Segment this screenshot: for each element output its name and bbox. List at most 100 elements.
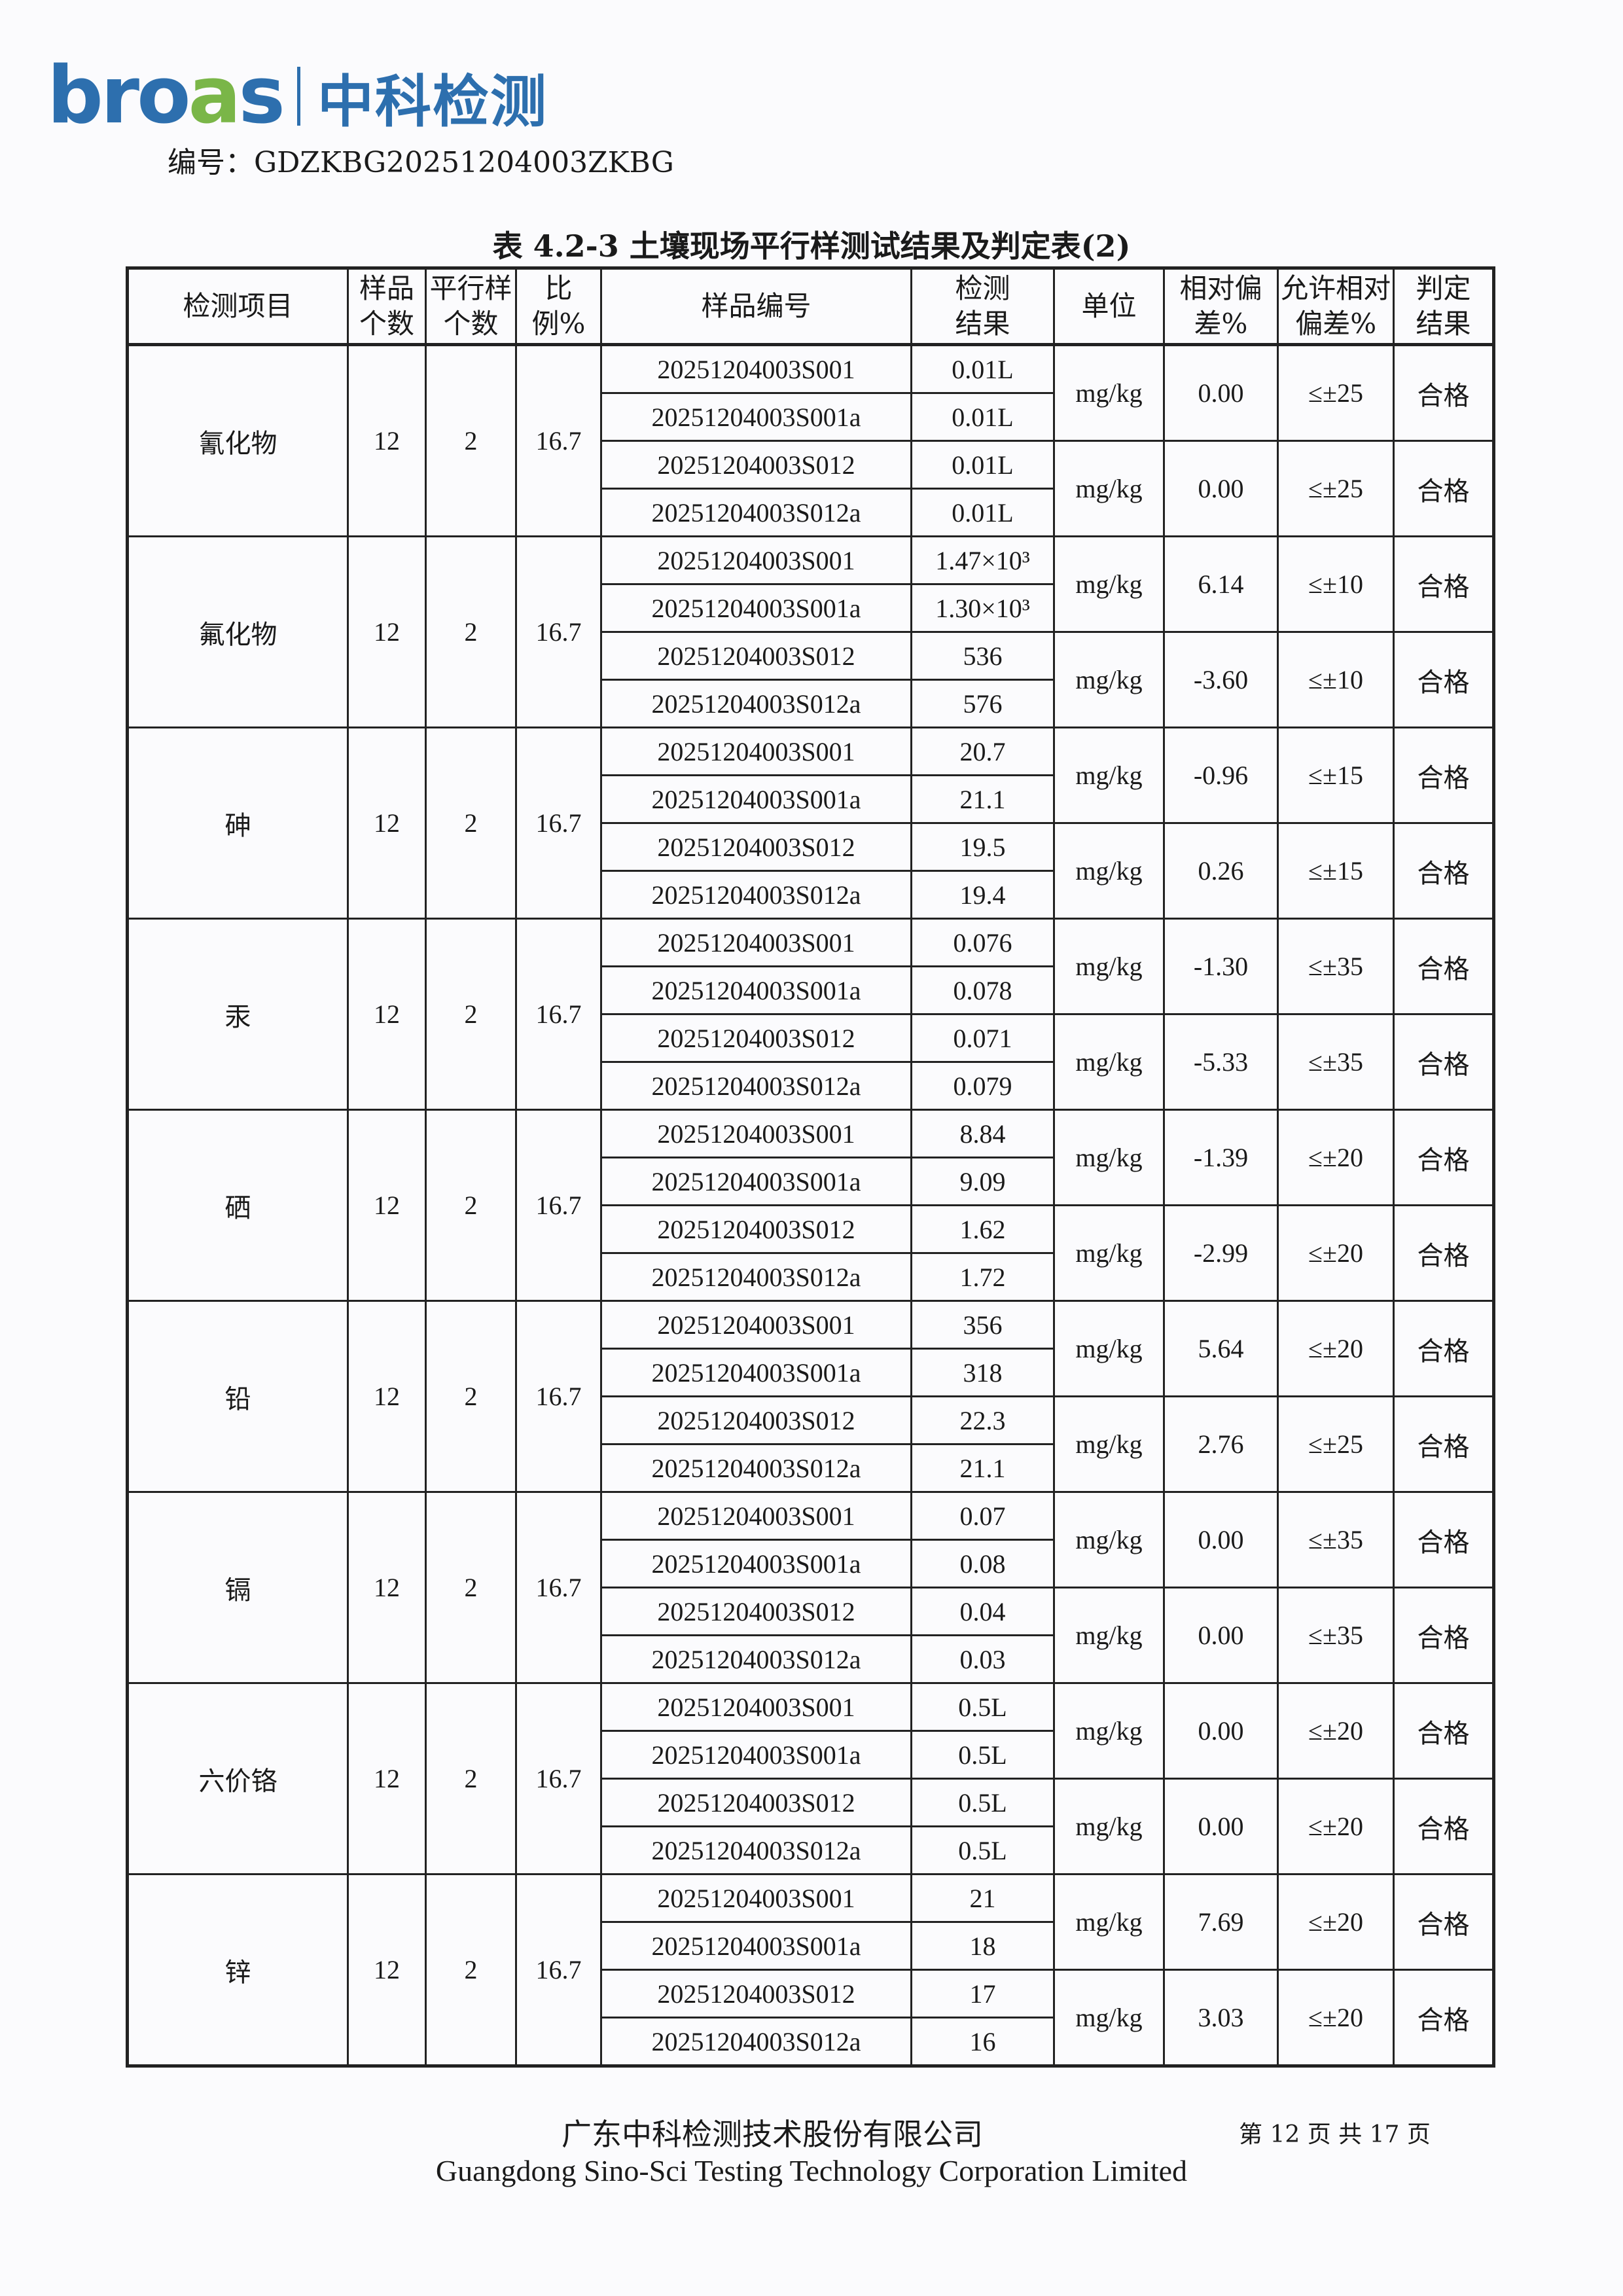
test-item: 砷 (126, 726, 349, 920)
sample-id: 20251204003S012a (600, 1443, 912, 1493)
test-result: 19.5 (910, 822, 1055, 872)
sample-id: 20251204003S001a (600, 1921, 912, 1971)
judgement: 合格 (1393, 1109, 1495, 1206)
ratio: 16.7 (515, 1491, 602, 1684)
relative-deviation: 0.00 (1163, 344, 1279, 442)
judgement: 合格 (1393, 1587, 1495, 1684)
judgement: 合格 (1393, 1682, 1495, 1780)
results-table: 检测项目 样品个数 平行样个数 比例% 样品编号 检测结果 单位 相对偏差% 允许相对偏差% 判定… (126, 266, 1495, 2068)
parallel-count: 2 (425, 1682, 517, 1875)
test-item: 六价铬 (126, 1682, 349, 1875)
parallel-count: 2 (425, 1873, 517, 2067)
table-row: 20251204003S012 22.3 mg/kg 2.76 ≤±25 合格 (128, 1395, 1495, 1493)
column-header: 平行样个数 (425, 267, 517, 346)
judgement: 合格 (1393, 1873, 1495, 1971)
unit: mg/kg (1053, 726, 1165, 824)
unit: mg/kg (1053, 1969, 1165, 2067)
sample-id: 20251204003S012a (600, 1634, 912, 1684)
ratio: 16.7 (515, 344, 602, 537)
column-header: 判定结果 (1393, 267, 1495, 346)
column-header: 检测结果 (910, 267, 1055, 346)
relative-deviation: 0.00 (1163, 440, 1279, 537)
test-result: 356 (910, 1300, 1055, 1350)
test-result: 0.03 (910, 1634, 1055, 1684)
sample-id: 20251204003S012a (600, 1252, 912, 1302)
test-result: 1.47×10³ (910, 535, 1055, 585)
sample-id: 20251204003S001a (600, 583, 912, 633)
sample-id: 20251204003S012 (600, 440, 912, 490)
table-row: 20251204003S012 1.62 mg/kg -2.99 ≤±20 合格 (128, 1204, 1495, 1302)
test-result: 20.7 (910, 726, 1055, 776)
parallel-count: 2 (425, 726, 517, 920)
judgement: 合格 (1393, 1778, 1495, 1875)
ratio: 16.7 (515, 918, 602, 1111)
unit: mg/kg (1053, 822, 1165, 920)
ratio: 16.7 (515, 1300, 602, 1493)
relative-deviation: 6.14 (1163, 535, 1279, 633)
column-header: 单位 (1053, 267, 1165, 346)
test-result: 17 (910, 1969, 1055, 2018)
table-row: 20251204003S012 0.04 mg/kg 0.00 ≤±35 合格 (128, 1587, 1495, 1684)
sample-id: 20251204003S012a (600, 870, 912, 920)
sample-id: 20251204003S012a (600, 488, 912, 537)
table-row: 氰化物 12 2 16.7 20251204003S001 0.01L mg/kg 0.00 ≤… (126, 344, 1495, 537)
allowed-deviation: ≤±20 (1277, 1873, 1395, 1971)
test-result: 0.5L (910, 1682, 1055, 1732)
sample-id: 20251204003S001a (600, 1348, 912, 1397)
relative-deviation: 0.00 (1163, 1587, 1279, 1684)
allowed-deviation: ≤±25 (1277, 440, 1395, 537)
table-row: 20251204003S001a 0.5L (128, 1730, 1494, 1780)
parallel-count: 2 (425, 344, 517, 537)
table-row: 20251204003S001a 21.1 (128, 774, 1494, 824)
allowed-deviation: ≤±10 (1277, 535, 1395, 633)
column-header: 相对偏差% (1163, 267, 1279, 346)
sample-id: 20251204003S012 (600, 1395, 912, 1445)
table-row: 氟化物 12 2 16.7 20251204003S001 1.47×10³ mg/kg 6.… (126, 535, 1495, 728)
judgement: 合格 (1393, 726, 1495, 824)
allowed-deviation: ≤±25 (1277, 344, 1395, 442)
relative-deviation: 3.03 (1163, 1969, 1279, 2067)
table-row: 20251204003S001a 0.01L (128, 392, 1494, 442)
column-header-label: 样品个数 (359, 272, 414, 340)
column-header-label: 比例% (531, 272, 586, 340)
sample-id: 20251204003S001 (600, 1109, 912, 1158)
column-header-label: 单位 (1081, 290, 1137, 322)
sample-id: 20251204003S001a (600, 1730, 912, 1780)
table-row: 20251204003S001a 9.09 (128, 1157, 1494, 1206)
unit: mg/kg (1053, 344, 1165, 442)
test-item: 氰化物 (126, 344, 349, 537)
unit: mg/kg (1053, 918, 1165, 1015)
sample-id: 20251204003S012 (600, 631, 912, 681)
relative-deviation: -5.33 (1163, 1013, 1279, 1111)
sample-id: 20251204003S001 (600, 726, 912, 776)
sample-count: 12 (347, 344, 427, 537)
test-result: 9.09 (910, 1157, 1055, 1206)
unit: mg/kg (1053, 1491, 1165, 1588)
column-header-label: 样品编号 (701, 290, 812, 322)
relative-deviation: 0.26 (1163, 822, 1279, 920)
table-header-row: 检测项目 样品个数 平行样个数 比例% 样品编号 检测结果 单位 相对偏差% 允许相对偏差% 判定… (126, 267, 1495, 346)
unit: mg/kg (1053, 1778, 1165, 1875)
sample-id: 20251204003S012 (600, 822, 912, 872)
sample-id: 20251204003S012 (600, 1013, 912, 1063)
sample-count: 12 (347, 726, 427, 920)
table-row: 20251204003S012 0.01L mg/kg 0.00 ≤±25 合格 (128, 440, 1495, 537)
test-result: 1.30×10³ (910, 583, 1055, 633)
judgement: 合格 (1393, 1013, 1495, 1111)
allowed-deviation: ≤±20 (1277, 1969, 1395, 2067)
sample-count: 12 (347, 1300, 427, 1493)
test-result: 0.079 (910, 1061, 1055, 1111)
table-row: 20251204003S012 19.5 mg/kg 0.26 ≤±15 合格 (128, 822, 1495, 920)
unit: mg/kg (1053, 440, 1165, 537)
table-row: 20251204003S012 536 mg/kg -3.60 ≤±10 合格 (128, 631, 1495, 728)
table-row: 20251204003S001a 0.08 (128, 1539, 1494, 1588)
test-result: 318 (910, 1348, 1055, 1397)
test-result: 0.07 (910, 1491, 1055, 1541)
unit: mg/kg (1053, 1395, 1165, 1493)
sample-id: 20251204003S001a (600, 1539, 912, 1588)
column-header-label: 平行样个数 (429, 272, 512, 340)
ratio: 16.7 (515, 1873, 602, 2067)
company-logo: broas 中科检测 (47, 57, 548, 135)
judgement: 合格 (1393, 1204, 1495, 1302)
test-result: 0.076 (910, 918, 1055, 967)
